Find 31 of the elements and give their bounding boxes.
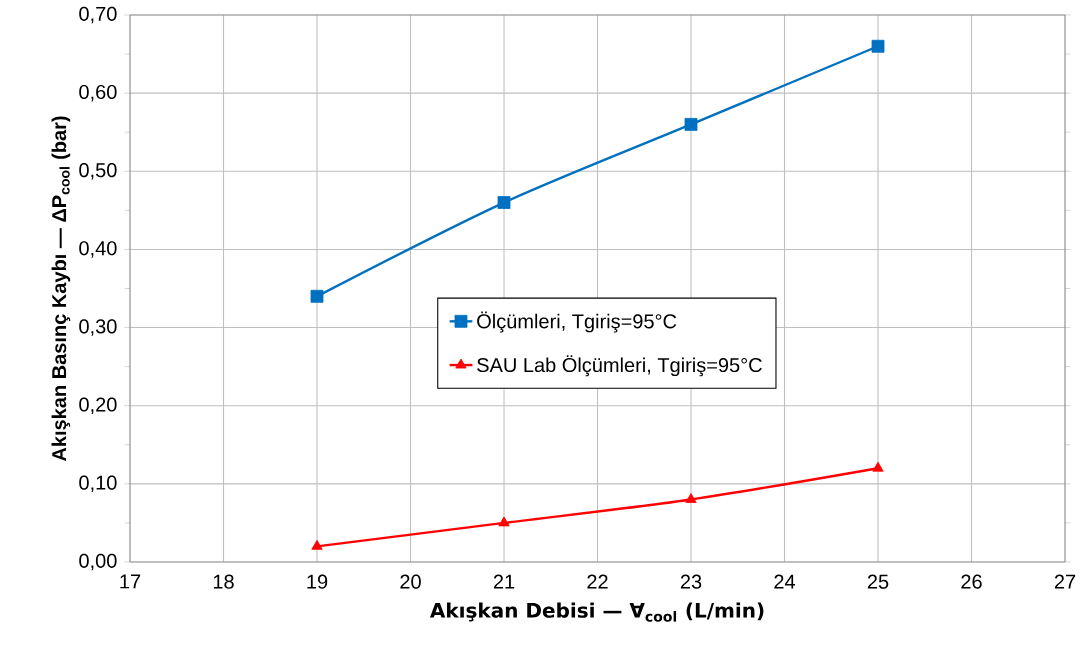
x-tick-label: 18: [213, 574, 234, 589]
y-tick-label: 0,60: [79, 84, 117, 102]
x-tick-label: 20: [400, 574, 421, 589]
x-tick-label: 21: [493, 574, 515, 589]
point: [684, 118, 698, 131]
y-tick-label: 0,40: [79, 241, 117, 258]
point: [498, 516, 510, 527]
y-tick-label: 0,20: [79, 397, 117, 414]
point: [871, 39, 885, 53]
y-tick-label: 0,10: [79, 475, 117, 493]
x-tick-label: 24: [774, 574, 796, 589]
legend-label: SAU Lab Ölçümleri, Tgiriş=95°C: [477, 355, 762, 377]
y-tick-label: 0,30: [79, 319, 117, 336]
x-tick-label: 25: [867, 574, 889, 589]
point: [311, 539, 323, 550]
point: [310, 289, 324, 303]
x-tick-label: 22: [587, 574, 608, 589]
legend-label: Ölçümleri, Tgiriş=95°C: [477, 311, 677, 333]
point: [497, 196, 511, 209]
y-tick-label: 0,50: [79, 163, 117, 180]
point: [685, 493, 697, 503]
y-axis-title: Akışkan Basınç Kaybı — ΔP$_{cool}$ (bar): [51, 116, 71, 462]
x-tick-label: 19: [307, 574, 328, 589]
x-tick-label: 26: [961, 574, 982, 589]
y-tick-label: 0,00: [79, 553, 117, 571]
y-tick-label: 0,70: [79, 6, 117, 24]
x-tick-label: 27: [1054, 574, 1076, 589]
x-tick-label: 17: [120, 574, 141, 589]
point: [872, 461, 884, 472]
x-axis-title: Akışkan Debisi — ∀$_{cool}$ (L/min): [429, 602, 764, 622]
x-tick-label: 23: [680, 574, 702, 589]
